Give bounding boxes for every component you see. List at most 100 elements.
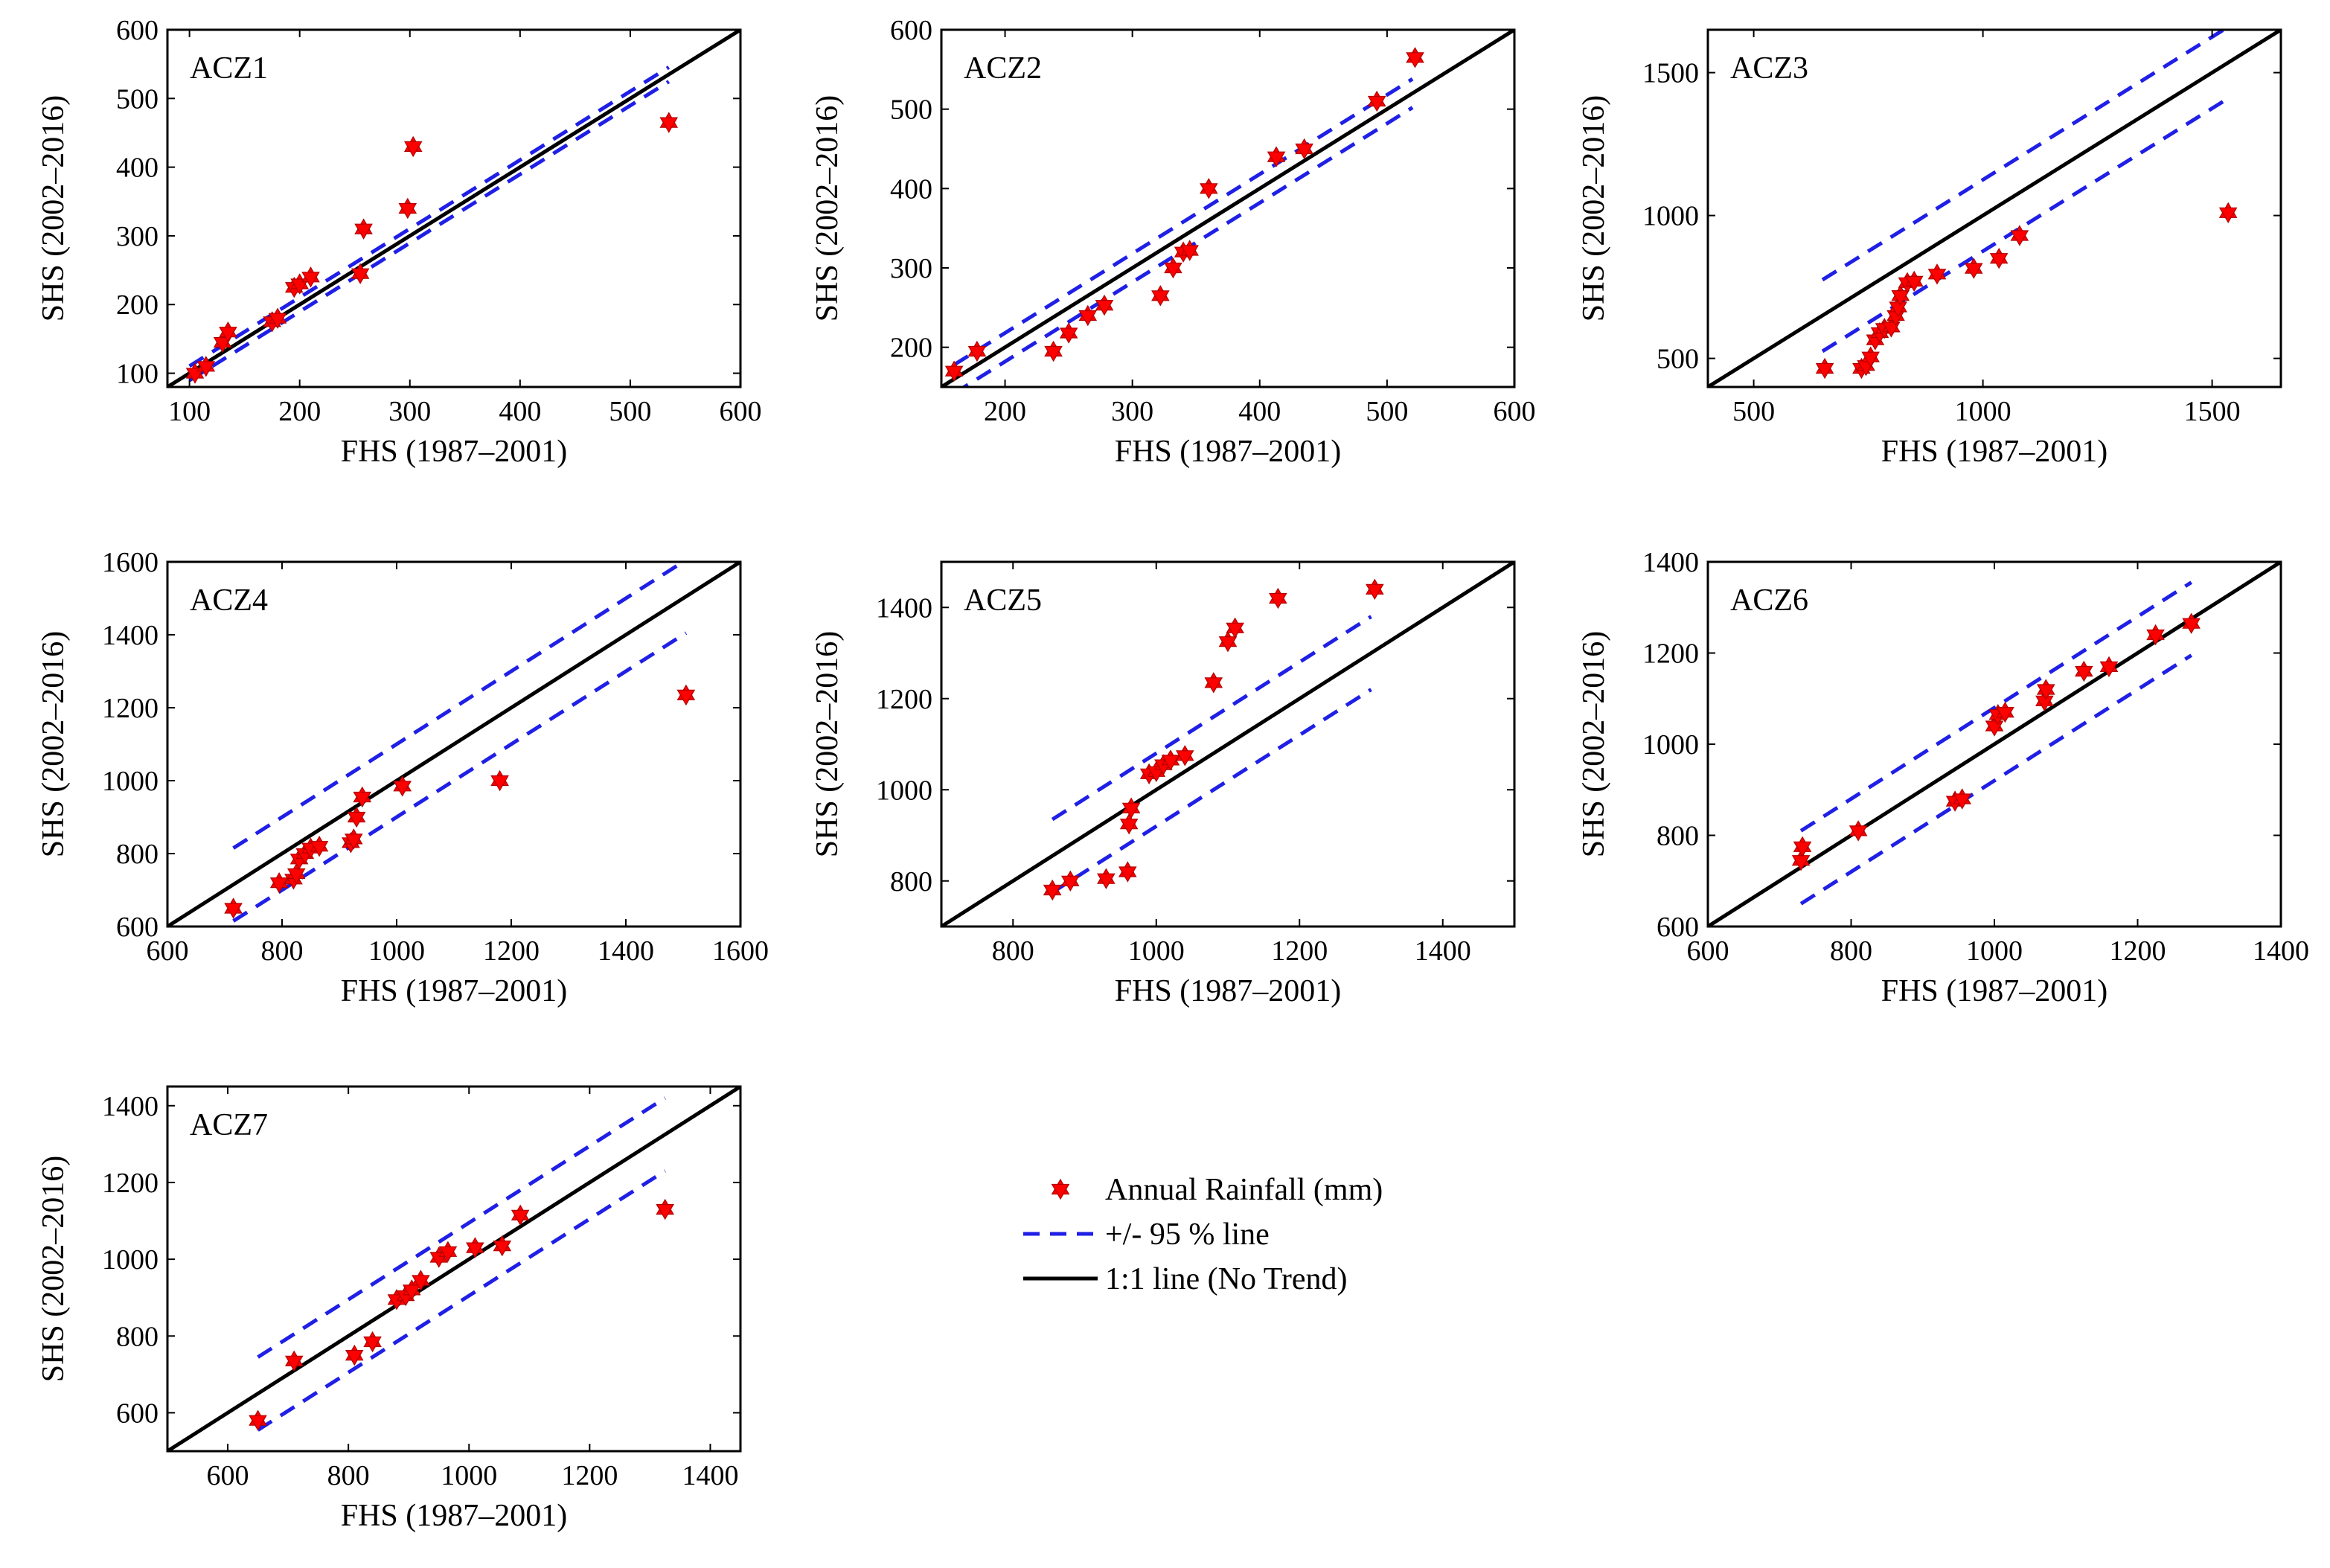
panel-1-ytick-label-4: 400 xyxy=(116,153,159,184)
panel-2-ytick-label-1: 200 xyxy=(890,333,932,364)
panel-4-xtick-label-3: 1000 xyxy=(368,935,425,967)
panel-7-ytick-label-1: 600 xyxy=(116,1398,159,1429)
panel-2-point-8 xyxy=(1164,257,1182,279)
panel-2-point-10 xyxy=(1180,240,1199,261)
panel-4-xtick-label-6: 1600 xyxy=(712,935,769,967)
panel-6-point-12 xyxy=(2099,656,2119,678)
panel-4-ytick-label-6: 1600 xyxy=(102,547,159,578)
panel-1-point-11 xyxy=(354,218,373,240)
legend-marker-icon xyxy=(1051,1178,1070,1200)
panel-5-xlabel: FHS (1987–2001) xyxy=(1115,974,1342,1008)
panel-2-point-4 xyxy=(1059,322,1078,344)
panel-6-ci-upper-line xyxy=(1799,580,2193,833)
panel-1-point-6 xyxy=(268,307,287,329)
panel-7-point-7 xyxy=(402,1279,421,1301)
panel-7-point-3 xyxy=(345,1344,364,1366)
panel-2-point-11 xyxy=(1200,178,1218,199)
panel-5-ytick-label-2: 1000 xyxy=(876,775,932,806)
panel-1-ytick-label-5: 500 xyxy=(116,83,159,115)
panel-7: 600 800 1000 1200 1400 600 800 1000 1200 1400 ACZ7… xyxy=(36,1085,742,1533)
panel-6-xtick-label-2: 800 xyxy=(1830,935,1872,967)
panel-4-point-10 xyxy=(344,828,363,850)
panel-6-point-1 xyxy=(1791,849,1811,871)
panel-4-point-8 xyxy=(310,835,329,857)
panel-1-ci-lower-line xyxy=(188,80,670,383)
panel-1-xtick-label-5: 500 xyxy=(609,396,651,427)
panel-3-point-4 xyxy=(1861,346,1880,368)
panel-1-xtick-label-1: 100 xyxy=(168,396,211,427)
panel-6-ylabel: SHS (2002–2016) xyxy=(1577,631,1611,858)
panel-1-axes-box xyxy=(166,28,742,388)
panel-7-point-2 xyxy=(284,1350,304,1372)
panel-5-axes-box xyxy=(940,560,1516,928)
panel-6-xtick-label-3: 1000 xyxy=(1966,935,2023,967)
panel-4-xtick-label-2: 800 xyxy=(261,935,304,967)
panel-7-xlabel: FHS (1987–2001) xyxy=(341,1499,568,1533)
panel-4-title: ACZ4 xyxy=(190,583,268,618)
panel-5-plot-area xyxy=(941,562,1514,927)
panel-5-point-16 xyxy=(1366,578,1384,601)
panel-2-xtick-label-3: 400 xyxy=(1238,396,1281,427)
panel-6-title: ACZ6 xyxy=(1730,583,1808,618)
panel-1-ylabel: SHS (2002–2016) xyxy=(36,95,71,322)
panel-6-point-14 xyxy=(2182,612,2201,634)
panel-3-ytick-label-1: 500 xyxy=(1657,344,1699,375)
panel-4-point-4 xyxy=(287,863,306,885)
panel-1-point-13 xyxy=(403,135,423,158)
panel-5-point-4 xyxy=(1118,861,1137,883)
legend-label-one: 1:1 line (No Trend) xyxy=(1105,1262,1348,1296)
panel-5-point-11 xyxy=(1175,745,1194,767)
panel-5-ytick-label-4: 1400 xyxy=(876,592,932,624)
panel-4-xtick-label-4: 1200 xyxy=(483,935,540,967)
panel-6-point-8 xyxy=(1996,701,2014,723)
panel-5-point-10 xyxy=(1161,749,1180,771)
panel-7-point-1 xyxy=(249,1409,267,1431)
panel-4-axes-box xyxy=(166,560,742,928)
panel-2-ytick-label-2: 300 xyxy=(890,253,932,284)
panel-2-xtick-label-1: 200 xyxy=(984,396,1026,427)
panel-2-point-3 xyxy=(1044,340,1063,362)
panel-7-point-14 xyxy=(656,1198,674,1220)
panel-4-point-15 xyxy=(676,684,696,706)
panel-7-xtick-label-1: 600 xyxy=(207,1460,249,1491)
panel-2: 200 300 400 500 600 200 300 400 500 600 ACZ2 FHS (1… xyxy=(810,15,1536,469)
panel-5-point-12 xyxy=(1204,672,1223,694)
panel-5-xtick-label-1: 800 xyxy=(992,935,1034,967)
panel-5-xtick-label-3: 1200 xyxy=(1271,935,1328,967)
panel-2-ytick-label-3: 400 xyxy=(890,173,932,205)
panel-4-ci-upper-line xyxy=(232,562,687,850)
panel-1-title: ACZ1 xyxy=(190,51,268,86)
panel-4-xtick-label-1: 600 xyxy=(147,935,189,967)
panel-6-xtick-label-4: 1200 xyxy=(2110,935,2166,967)
panel-7-point-10 xyxy=(438,1241,458,1262)
panel-1-ytick-label-6: 600 xyxy=(116,15,159,46)
panel-5-point-1 xyxy=(1043,879,1062,901)
panel-6-ytick-label-2: 800 xyxy=(1657,821,1699,852)
panel-6-ci-lower-line xyxy=(1799,653,2193,906)
panel-4-point-1 xyxy=(224,897,243,919)
panel-1-point-12 xyxy=(398,197,417,220)
legend: Annual Rainfall (mm) +/- 95 % line 1:1 l… xyxy=(1023,1173,1383,1296)
panel-6-ytick-label-5: 1400 xyxy=(1642,547,1699,578)
panel-6-xlabel: FHS (1987–2001) xyxy=(1881,974,2108,1008)
panel-2-point-1 xyxy=(944,360,964,382)
panel-3-one-to-one-line xyxy=(1708,30,2281,387)
panel-5-point-15 xyxy=(1269,587,1287,609)
panel-1-point-10 xyxy=(351,263,370,284)
panel-4-one-to-one-line xyxy=(167,562,740,927)
panel-4-xtick-label-5: 1400 xyxy=(598,935,654,967)
panel-2-point-15 xyxy=(1406,47,1424,68)
panel-3-xlabel: FHS (1987–2001) xyxy=(1881,435,2108,469)
panel-3-point-16 xyxy=(1989,247,2009,269)
panel-7-xtick-label-4: 1200 xyxy=(561,1460,618,1491)
panel-6-point-10 xyxy=(2036,679,2055,700)
panel-4: 600 800 1000 1200 1400 1600 600 800 1000 1200 1400… xyxy=(36,547,769,1008)
panel-1-ytick-label-2: 200 xyxy=(116,289,159,321)
panel-6-point-13 xyxy=(2146,624,2165,646)
panel-4-point-2 xyxy=(269,871,289,894)
panel-5-ytick-label-1: 800 xyxy=(890,866,932,897)
panel-6-point-2 xyxy=(1793,836,1812,858)
panel-3-point-13 xyxy=(1904,270,1924,292)
